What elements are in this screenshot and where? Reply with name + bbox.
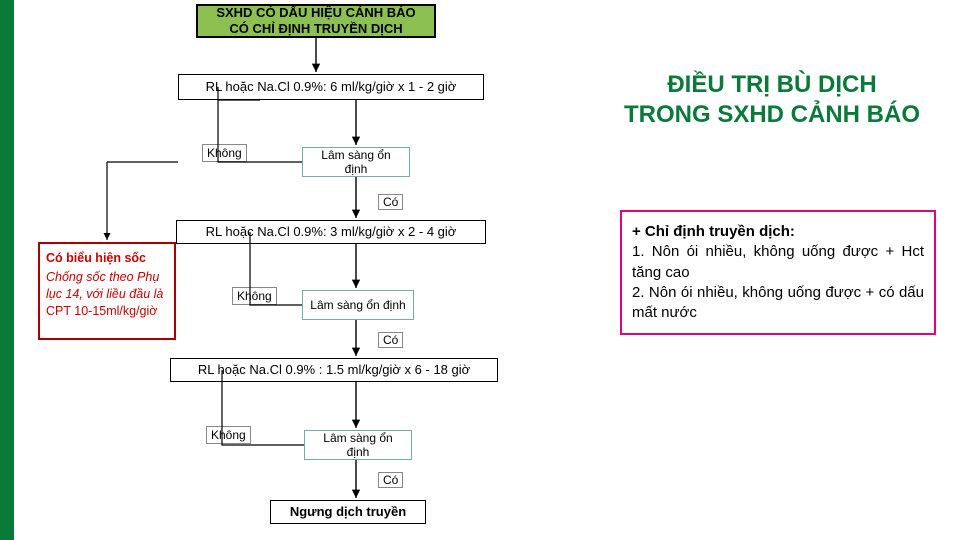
yes-label-1: Có [378,194,403,210]
step2-box: RL hoặc Na.Cl 0.9%: 3 ml/kg/giờ x 2 - 4 … [176,220,486,244]
end-box: Ngưng dịch truyền [270,500,426,524]
step2-text: RL hoặc Na.Cl 0.9%: 3 ml/kg/giờ x 2 - 4 … [206,224,457,240]
side-list-box: + Chỉ định truyền dịch: 1. Nôn ói nhiều,… [620,210,936,335]
side-list-2: 2. Nôn ói nhiều, không uống được + có dấ… [632,284,924,321]
no-label-2: Không [232,287,277,305]
shock-line3: lục 14, với liều đầu là [46,286,168,303]
step3-box: RL hoặc Na.Cl 0.9% : 1.5 ml/kg/giờ x 6 -… [170,358,498,382]
decision1-box: Lâm sàng ổn định [302,147,410,177]
side-title-l1: ĐIỀU TRỊ BÙ DỊCH [602,70,942,100]
shock-line4: CPT 10-15ml/kg/giờ [46,303,168,320]
decision3-box: Lâm sàng ổn định [304,430,412,460]
side-title-l2: TRONG SXHD CẢNH BÁO [602,100,942,130]
step1-box: RL hoặc Na.Cl 0.9%: 6 ml/kg/giờ x 1 - 2 … [178,74,484,100]
decision3-text: Lâm sàng ổn định [311,431,405,460]
left-accent-bar [0,0,14,540]
end-text: Ngưng dịch truyền [290,504,406,520]
decision1-text: Lâm sàng ổn định [309,148,403,177]
decision2-box: Lâm sàng ổn định [302,290,414,320]
shock-box: Có biểu hiện sốc Chống sốc theo Phụ lục … [38,242,176,340]
header-box: SXHD CÓ DẤU HIỆU CẢNH BÁO CÓ CHỈ ĐỊNH TR… [196,4,436,38]
step1-text: RL hoặc Na.Cl 0.9%: 6 ml/kg/giờ x 1 - 2 … [206,79,457,95]
yes-label-3: Có [378,472,403,488]
shock-line2: Chống sốc theo Phụ [46,269,168,286]
side-title: ĐIỀU TRỊ BÙ DỊCH TRONG SXHD CẢNH BÁO [602,70,942,130]
no-label-1: Không [202,144,247,162]
side-list-1: 1. Nôn ói nhiều, không uống được + Hct t… [632,243,924,280]
yes-label-2: Có [378,332,403,348]
header-line2: CÓ CHỈ ĐỊNH TRUYỀN DỊCH [229,21,402,37]
step3-text: RL hoặc Na.Cl 0.9% : 1.5 ml/kg/giờ x 6 -… [198,362,470,378]
shock-line1: Có biểu hiện sốc [46,250,168,267]
decision2-text: Lâm sàng ổn định [310,298,405,312]
header-line1: SXHD CÓ DẤU HIỆU CẢNH BÁO [216,5,415,21]
no-label-3: Không [206,426,251,444]
side-list-heading: + Chỉ định truyền dịch: [632,223,795,240]
